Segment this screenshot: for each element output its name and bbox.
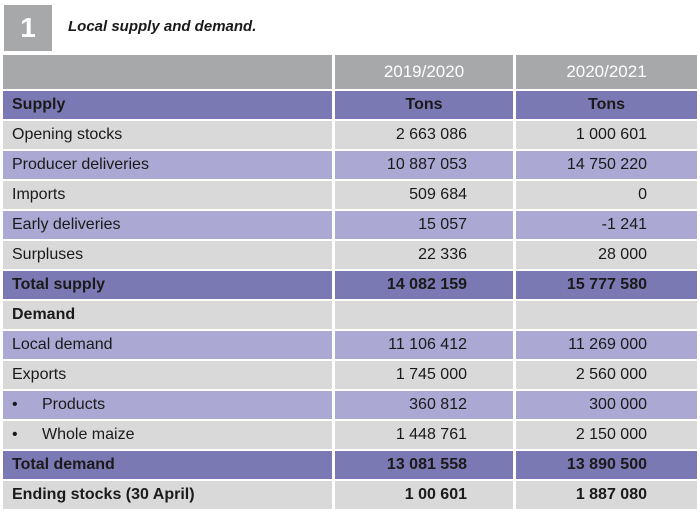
value-cell: -1 241 <box>516 211 697 239</box>
value-cell: 10 887 053 <box>335 151 513 179</box>
value-cell: 0 <box>516 181 697 209</box>
row-label: Products <box>42 396 106 413</box>
row-label: Imports <box>3 181 332 209</box>
value-cell: 28 000 <box>516 241 697 269</box>
unit-cell: Tons <box>516 91 697 119</box>
figure-number-badge: 1 <box>4 5 52 51</box>
row-label-with-bullet: • Products <box>3 391 332 419</box>
table-row: • Products 360 812 300 000 <box>3 391 697 419</box>
row-label: Early deliveries <box>3 211 332 239</box>
bullet-point: • <box>12 396 18 413</box>
table-row: Early deliveries 15 057 -1 241 <box>3 211 697 239</box>
table-row: Imports 509 684 0 <box>3 181 697 209</box>
row-label: Producer deliveries <box>3 151 332 179</box>
value-cell: 13 890 500 <box>516 451 697 479</box>
row-label: Exports <box>3 361 332 389</box>
table-header-row: 2019/2020 2020/2021 <box>3 55 697 89</box>
row-label: Total demand <box>3 451 332 479</box>
row-label: Whole maize <box>42 426 135 443</box>
table-row: Producer deliveries 10 887 053 14 750 22… <box>3 151 697 179</box>
value-cell: 15 057 <box>335 211 513 239</box>
table-row: • Whole maize 1 448 761 2 150 000 <box>3 421 697 449</box>
value-cell: 13 081 558 <box>335 451 513 479</box>
table-row-ending-stocks: Ending stocks (30 April) 1 00 601 1 887 … <box>3 481 697 509</box>
unit-cell: Tons <box>335 91 513 119</box>
value-cell: 1 00 601 <box>335 481 513 509</box>
row-label: Total supply <box>3 271 332 299</box>
table-row-demand-section: Demand <box>3 301 697 329</box>
value-cell: 14 750 220 <box>516 151 697 179</box>
value-cell: 15 777 580 <box>516 271 697 299</box>
value-cell: 2 560 000 <box>516 361 697 389</box>
row-label: Demand <box>3 301 332 329</box>
row-label: Local demand <box>3 331 332 359</box>
value-cell: 1 887 080 <box>516 481 697 509</box>
value-cell: 11 269 000 <box>516 331 697 359</box>
value-cell: 11 106 412 <box>335 331 513 359</box>
bullet-point: • <box>12 426 18 443</box>
value-cell: 1 448 761 <box>335 421 513 449</box>
supply-demand-table: 2019/2020 2020/2021 Supply Tons Tons Ope… <box>3 55 697 509</box>
row-label: Ending stocks (30 April) <box>3 481 332 509</box>
table-row: Exports 1 745 000 2 560 000 <box>3 361 697 389</box>
header-blank-cell <box>3 55 332 89</box>
row-label-with-bullet: • Whole maize <box>3 421 332 449</box>
value-cell: 2 663 086 <box>335 121 513 149</box>
table-row-total-demand: Total demand 13 081 558 13 890 500 <box>3 451 697 479</box>
row-label: Supply <box>3 91 332 119</box>
table-row: Opening stocks 2 663 086 1 000 601 <box>3 121 697 149</box>
value-cell: 1 745 000 <box>335 361 513 389</box>
value-cell: 1 000 601 <box>516 121 697 149</box>
row-label: Surpluses <box>3 241 332 269</box>
value-cell: 14 082 159 <box>335 271 513 299</box>
table-row-supply-section: Supply Tons Tons <box>3 91 697 119</box>
table-caption: Local supply and demand. <box>68 18 257 35</box>
row-label: Opening stocks <box>3 121 332 149</box>
header-2020-2021: 2020/2021 <box>516 55 697 89</box>
value-cell: 22 336 <box>335 241 513 269</box>
value-cell: 360 812 <box>335 391 513 419</box>
table-row: Surpluses 22 336 28 000 <box>3 241 697 269</box>
value-cell <box>516 301 697 329</box>
value-cell: 509 684 <box>335 181 513 209</box>
value-cell: 2 150 000 <box>516 421 697 449</box>
value-cell <box>335 301 513 329</box>
table-row: Local demand 11 106 412 11 269 000 <box>3 331 697 359</box>
header-2019-2020: 2019/2020 <box>335 55 513 89</box>
table-row-total-supply: Total supply 14 082 159 15 777 580 <box>3 271 697 299</box>
value-cell: 300 000 <box>516 391 697 419</box>
